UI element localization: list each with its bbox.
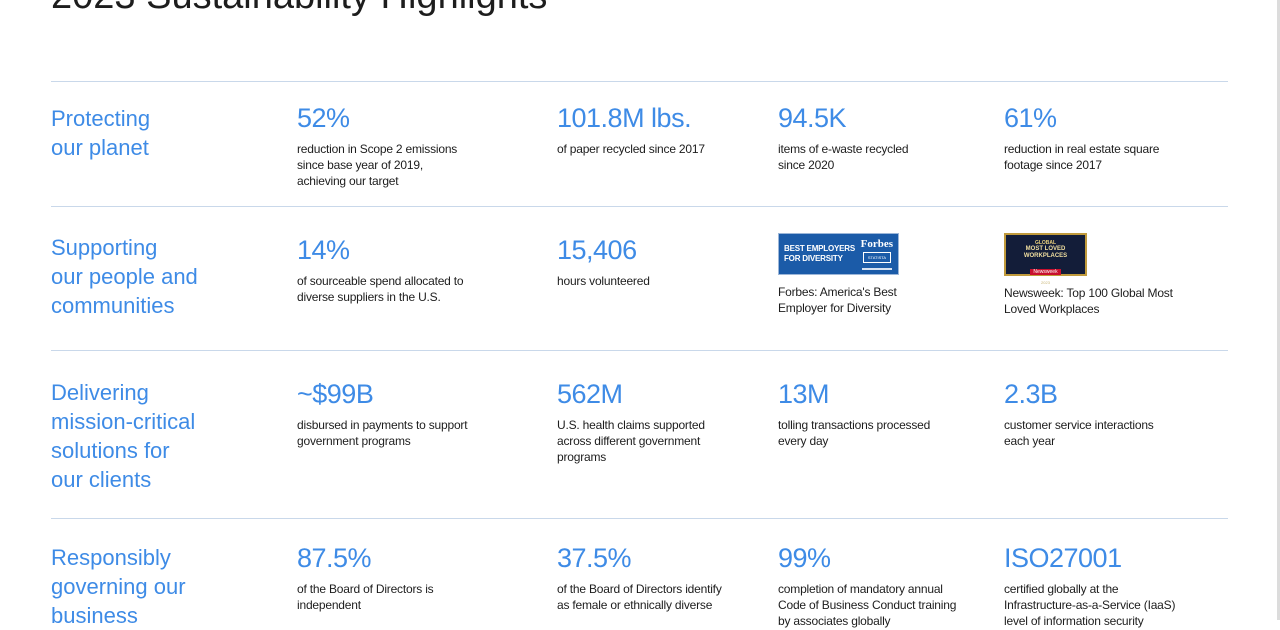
metric-iso-certification: ISO27001 certified globally at the Infra…: [1004, 542, 1214, 629]
metric-description: completion of mandatory annual Code of B…: [778, 582, 957, 628]
section-divider: [51, 81, 1228, 82]
metric-value: 87.5%: [297, 543, 372, 573]
metric-tolling-transactions: 13M tolling transactions processed every…: [778, 378, 988, 449]
metric-description: items of e-waste recycled since 2020: [778, 142, 909, 172]
metric-value: 37.5%: [557, 543, 632, 573]
award-forbes: BEST EMPLOYERS FOR DIVERSITY Forbes STATI…: [778, 233, 988, 316]
section-label-people: Supporting our people and communities: [51, 235, 198, 318]
metric-ewaste-recycled: 94.5K items of e-waste recycled since 20…: [778, 102, 988, 173]
metric-value: 101.8M lbs.: [557, 103, 692, 133]
metric-health-claims: 562M U.S. health claims supported across…: [557, 378, 757, 465]
metric-description: customer service interactions each year: [1004, 418, 1154, 448]
section-divider: [51, 206, 1228, 207]
metric-board-diversity: 37.5% of the Board of Directors identify…: [557, 542, 767, 613]
award-newsweek: GLOBAL MOST LOVED WORKPLACES Newsweek 20…: [1004, 233, 1214, 317]
metric-scope2-emissions: 52% reduction in Scope 2 emissions since…: [297, 102, 497, 189]
section-label-governance: Responsibly governing our business: [51, 545, 186, 628]
metric-description: of the Board of Directors is independent: [297, 582, 434, 612]
section-divider: [51, 350, 1228, 351]
forbes-brand: Forbes: [860, 238, 893, 250]
metric-description: reduction in Scope 2 emissions since bas…: [297, 142, 458, 188]
metric-description: of sourceable spend allocated to diverse…: [297, 274, 464, 304]
metric-description: disbursed in payments to support governm…: [297, 418, 468, 448]
badge-title-text: MOST LOVED WORKPLACES: [1023, 246, 1068, 259]
metric-diverse-suppliers: 14% of sourceable spend allocated to div…: [297, 234, 507, 305]
metric-value: 99%: [778, 543, 831, 573]
statista-mark: STATISTA: [863, 252, 891, 263]
metric-customer-interactions: 2.3B customer service interactions each …: [1004, 378, 1214, 449]
badge-year: 2023: [1041, 280, 1050, 285]
metric-description: of the Board of Directors identify as fe…: [557, 582, 722, 612]
forbes-badge-text: BEST EMPLOYERS FOR DIVERSITY: [784, 244, 855, 263]
metric-value: ISO27001: [1004, 543, 1122, 573]
page-title: 2023 Sustainability Highlights: [51, 0, 547, 20]
award-description: Forbes: America's Best Employer for Dive…: [778, 285, 897, 315]
section-label-planet: Protecting our planet: [51, 106, 151, 160]
metric-payments-disbursed: ~$99B disbursed in payments to support g…: [297, 378, 507, 449]
newsweek-badge-logo: GLOBAL MOST LOVED WORKPLACES Newsweek 20…: [1004, 233, 1087, 285]
metric-value: ~$99B: [297, 379, 374, 409]
metric-value: 61%: [1004, 103, 1057, 133]
section-label-clients: Delivering mission-critical solutions fo…: [51, 380, 196, 492]
scrollbar[interactable]: [1277, 0, 1280, 620]
metric-description: reduction in real estate square footage …: [1004, 142, 1160, 172]
section-divider: [51, 518, 1228, 519]
metric-description: U.S. health claims supported across diff…: [557, 418, 705, 464]
metric-board-independent: 87.5% of the Board of Directors is indep…: [297, 542, 507, 613]
badge-top-text: GLOBAL: [1034, 240, 1057, 246]
forbes-badge-logo: BEST EMPLOYERS FOR DIVERSITY Forbes STATI…: [778, 233, 899, 275]
metric-real-estate-reduction: 61% reduction in real estate square foot…: [1004, 102, 1214, 173]
metric-description: certified globally at the Infrastructure…: [1004, 582, 1176, 628]
metric-description: hours volunteered: [557, 274, 650, 288]
metric-value: 562M: [557, 379, 623, 409]
metric-conduct-training: 99% completion of mandatory annual Code …: [778, 542, 988, 629]
metric-value: 94.5K: [778, 103, 847, 133]
newsweek-brand: Newsweek: [1030, 269, 1061, 275]
metric-description: of paper recycled since 2017: [557, 142, 705, 156]
metric-hours-volunteered: 15,406 hours volunteered: [557, 234, 757, 289]
metric-value: 52%: [297, 103, 350, 133]
metric-value: 2.3B: [1004, 379, 1058, 409]
metric-description: tolling transactions processed every day: [778, 418, 931, 448]
badge-bar: [862, 268, 892, 270]
metric-value: 13M: [778, 379, 830, 409]
award-description: Newsweek: Top 100 Global Most Loved Work…: [1004, 286, 1173, 316]
metric-paper-recycled: 101.8M lbs. of paper recycled since 2017: [557, 102, 757, 157]
metric-value: 14%: [297, 235, 350, 265]
metric-value: 15,406: [557, 235, 637, 265]
